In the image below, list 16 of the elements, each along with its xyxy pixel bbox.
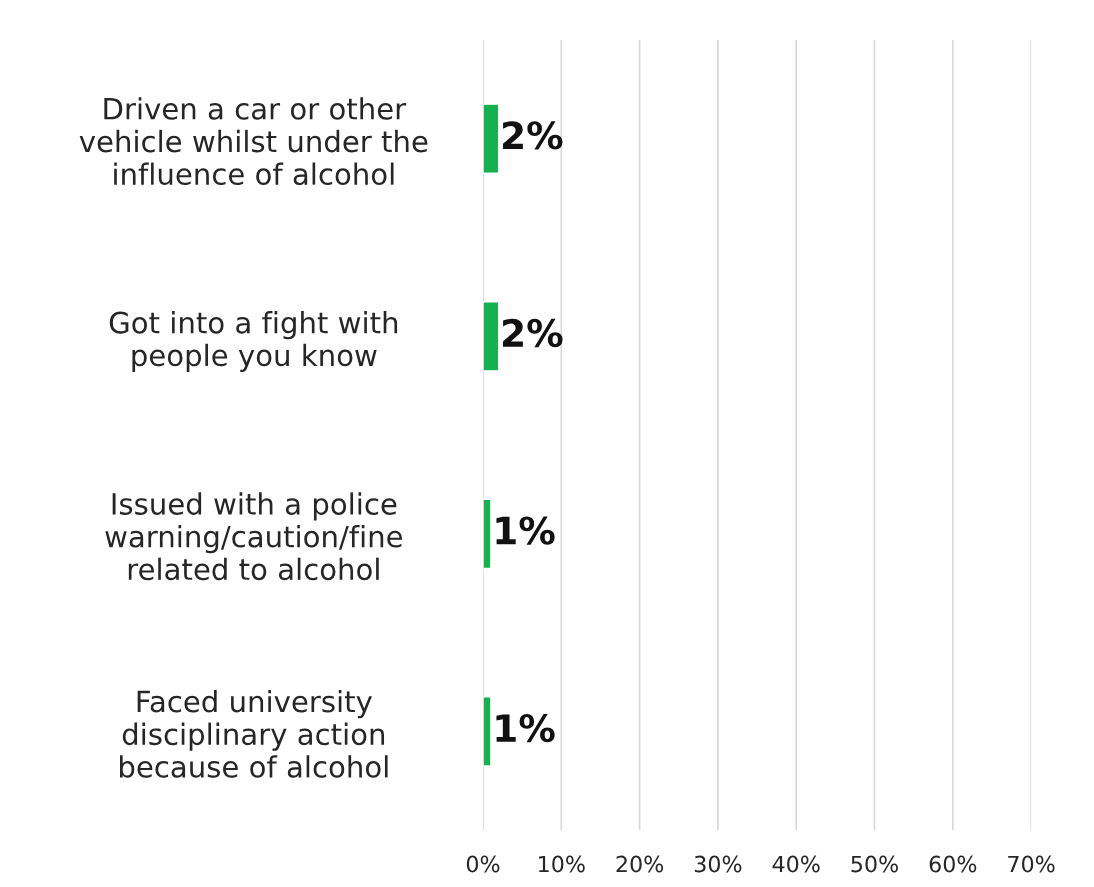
x-tick-label: 10% xyxy=(539,855,585,873)
data-label: 1% xyxy=(496,516,555,545)
x-tick-label: 50% xyxy=(851,855,898,873)
x-tick-label: 30% xyxy=(694,855,742,873)
y-tick-label: Faced university disciplinary action because of alcohol xyxy=(120,689,388,778)
y-tick-label: Got into a fight with people you know xyxy=(109,311,398,372)
data-label: 2% xyxy=(503,121,563,150)
x-tick-label: 70% xyxy=(1008,855,1055,873)
data-label: 1% xyxy=(496,713,555,743)
y-tick-label: Issued with a police warning/caution/fine related to alcohol xyxy=(105,492,403,581)
x-tick-label: 60% xyxy=(929,855,977,873)
x-tick-label: 20% xyxy=(616,855,664,873)
x-tick-label: 0% xyxy=(466,855,500,873)
y-tick-label: Driven a car or other vehicle whilst under the influence of alcohol xyxy=(79,97,428,186)
data-label: 2% xyxy=(503,318,563,348)
x-tick-label: 40% xyxy=(772,855,820,873)
